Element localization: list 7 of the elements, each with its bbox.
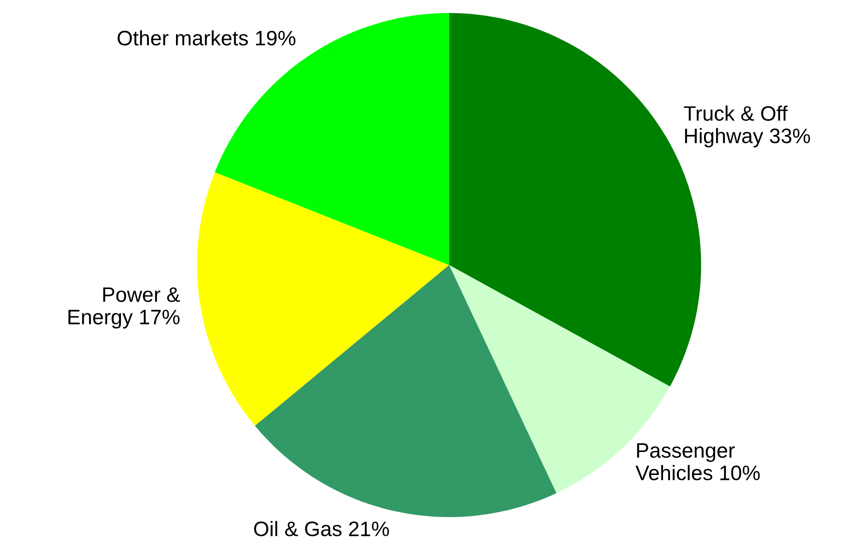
slice-label: Truck & Off Highway 33% — [684, 106, 810, 148]
pie-slice — [254, 265, 556, 518]
slice-label: Passenger Vehicles 10% — [636, 443, 760, 480]
slice-label: Power & Energy 17% — [68, 287, 180, 329]
pie-slice — [197, 172, 450, 426]
slice-label: Oil & Gas 21% — [254, 520, 389, 536]
slice-label: Other markets 19% — [118, 30, 296, 46]
